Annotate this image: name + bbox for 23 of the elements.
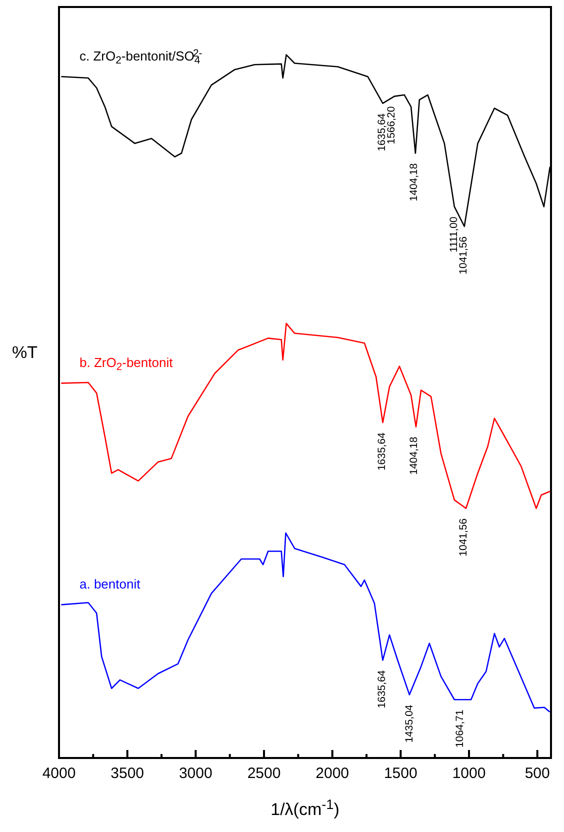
annotation: 1064,71 <box>454 709 466 748</box>
annotation: 1635,64 <box>376 113 388 152</box>
x-axis-title: 1/λ(cm$^{-1}$) <box>270 796 340 819</box>
annotation: 1635,64 <box>376 432 388 471</box>
annotation: 1635,64 <box>376 670 388 708</box>
annotation: 1041,56 <box>457 236 470 274</box>
x-tick-label: 3500 <box>110 765 144 782</box>
x-tick-label: 4000 <box>42 765 76 782</box>
annotation: 1435,04 <box>404 704 416 743</box>
x-tick-label: 3000 <box>178 765 212 782</box>
y-axis-title: %T <box>12 343 38 362</box>
x-tick-label: 1000 <box>452 765 486 782</box>
x-tick-label: 1500 <box>384 765 418 782</box>
series-label: b. ZrO$_{2}$-bentonit <box>80 355 174 374</box>
annotation: 1566,20 <box>386 106 398 144</box>
series-label: a. bentonit <box>80 576 141 592</box>
x-tick-label: 500 <box>524 765 550 782</box>
annotation: 1041,56 <box>457 518 470 556</box>
annotation: 1404,18 <box>408 163 420 202</box>
annotation: 1404,18 <box>408 436 420 475</box>
annotation: 1111,00 <box>448 216 460 252</box>
x-tick-label: 2500 <box>247 765 281 782</box>
x-tick-label: 2000 <box>316 765 350 782</box>
